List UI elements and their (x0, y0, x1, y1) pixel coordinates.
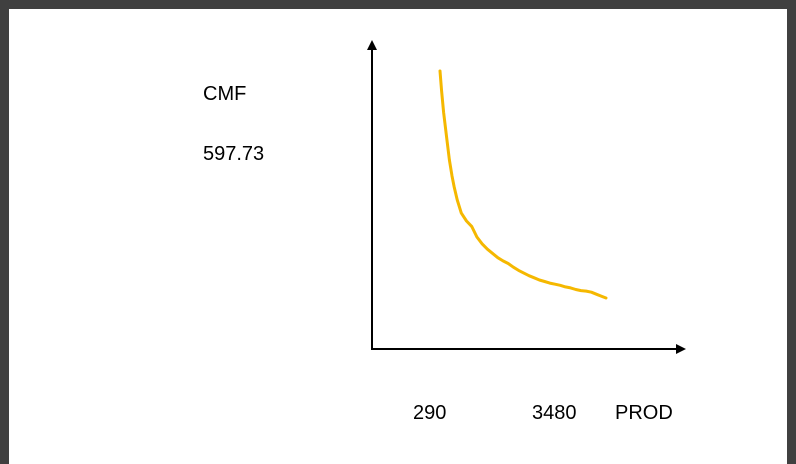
y-tick-label-597: 597.73 (203, 143, 264, 165)
series-line-curve (438, 69, 608, 300)
x-tick-label-3480: 3480 (532, 402, 577, 424)
x-axis-label: PROD (615, 402, 673, 424)
y-axis-label: CMF (203, 83, 246, 105)
x-tick-label-290: 290 (413, 402, 446, 424)
